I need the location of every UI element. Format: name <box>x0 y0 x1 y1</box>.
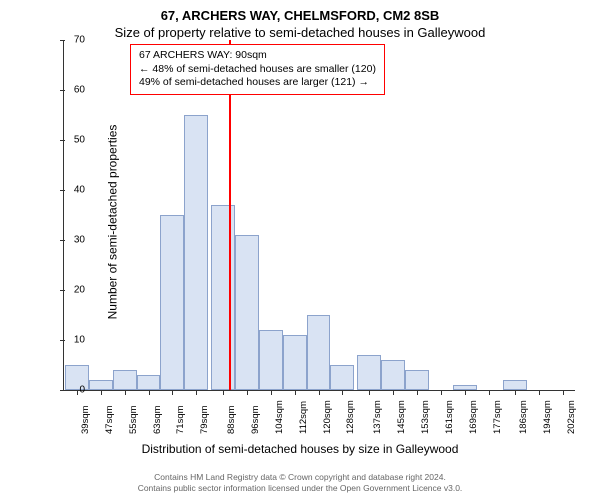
x-tick-label: 153sqm <box>420 400 431 434</box>
footer-line-licence: Contains public sector information licen… <box>0 483 600 494</box>
x-tick-mark <box>417 390 418 395</box>
chart-container: 67, ARCHERS WAY, CHELMSFORD, CM2 8SB Siz… <box>0 0 600 500</box>
y-tick-mark <box>60 240 65 241</box>
y-tick-label: 10 <box>74 335 85 346</box>
histogram-bar <box>307 315 331 390</box>
title-address: 67, ARCHERS WAY, CHELMSFORD, CM2 8SB <box>0 0 600 23</box>
x-tick-mark <box>247 390 248 395</box>
y-tick-mark <box>60 40 65 41</box>
y-tick-label: 70 <box>74 35 85 46</box>
x-tick-label: 63sqm <box>152 405 163 434</box>
x-tick-label: 39sqm <box>80 405 91 434</box>
y-tick-mark <box>60 190 65 191</box>
x-axis <box>65 390 575 391</box>
x-tick-label: 186sqm <box>518 400 529 434</box>
y-tick-mark <box>60 290 65 291</box>
histogram-bar <box>283 335 307 390</box>
x-tick-mark <box>172 390 173 395</box>
histogram-bar <box>235 235 259 390</box>
x-tick-mark <box>369 390 370 395</box>
x-tick-label: 161sqm <box>444 400 455 434</box>
title-description: Size of property relative to semi-detach… <box>0 23 600 40</box>
x-tick-label: 194sqm <box>542 400 553 434</box>
x-tick-mark <box>441 390 442 395</box>
x-tick-mark <box>196 390 197 395</box>
x-tick-label: 145sqm <box>396 400 407 434</box>
y-tick-label: 50 <box>74 135 85 146</box>
x-tick-mark <box>149 390 150 395</box>
x-tick-mark <box>77 390 78 395</box>
x-tick-label: 177sqm <box>492 400 503 434</box>
y-tick-label: 20 <box>74 285 85 296</box>
y-tick-label: 60 <box>74 85 85 96</box>
info-line-property: 67 ARCHERS WAY: 90sqm <box>139 49 376 63</box>
footer-line-copyright: Contains HM Land Registry data © Crown c… <box>0 472 600 483</box>
histogram-bar <box>357 355 381 390</box>
x-tick-label: 79sqm <box>199 405 210 434</box>
y-tick-mark <box>60 140 65 141</box>
y-tick-label: 30 <box>74 235 85 246</box>
x-tick-mark <box>489 390 490 395</box>
x-tick-label: 128sqm <box>345 400 356 434</box>
x-tick-mark <box>271 390 272 395</box>
x-tick-label: 47sqm <box>104 405 115 434</box>
x-tick-label: 88sqm <box>226 405 237 434</box>
x-tick-mark <box>539 390 540 395</box>
x-tick-label: 96sqm <box>250 405 261 434</box>
histogram-bar <box>211 205 235 390</box>
y-tick-mark <box>60 390 65 391</box>
x-tick-mark <box>125 390 126 395</box>
x-tick-mark <box>342 390 343 395</box>
y-axis <box>63 40 65 390</box>
y-tick-label: 40 <box>74 185 85 196</box>
x-tick-label: 55sqm <box>128 405 139 434</box>
x-tick-mark <box>295 390 296 395</box>
footer: Contains HM Land Registry data © Crown c… <box>0 472 600 494</box>
histogram-bar <box>259 330 283 390</box>
x-axis-label: Distribution of semi-detached houses by … <box>0 442 600 456</box>
histogram-bar <box>330 365 354 390</box>
x-tick-label: 137sqm <box>372 400 383 434</box>
histogram-bar <box>405 370 429 390</box>
y-tick-mark <box>60 90 65 91</box>
x-tick-label: 112sqm <box>298 401 309 434</box>
x-tick-mark <box>101 390 102 395</box>
x-tick-label: 71sqm <box>175 405 186 434</box>
histogram-bar <box>137 375 161 390</box>
y-tick-label: 0 <box>79 385 85 396</box>
x-tick-mark <box>563 390 564 395</box>
y-tick-mark <box>60 340 65 341</box>
x-tick-label: 202sqm <box>566 400 577 434</box>
histogram-bar <box>381 360 405 390</box>
info-line-smaller: ← 48% of semi-detached houses are smalle… <box>139 63 376 77</box>
histogram-bar <box>113 370 137 390</box>
histogram-bar <box>503 380 527 390</box>
histogram-bar <box>160 215 184 390</box>
x-tick-label: 104sqm <box>274 400 285 434</box>
info-box: 67 ARCHERS WAY: 90sqm ← 48% of semi-deta… <box>130 44 385 95</box>
info-line-larger: 49% of semi-detached houses are larger (… <box>139 76 376 90</box>
x-tick-label: 169sqm <box>468 400 479 434</box>
x-tick-mark <box>319 390 320 395</box>
x-tick-label: 120sqm <box>322 400 333 434</box>
x-tick-mark <box>223 390 224 395</box>
histogram-bar <box>184 115 208 390</box>
x-tick-mark <box>465 390 466 395</box>
histogram-bar <box>89 380 113 390</box>
x-tick-mark <box>515 390 516 395</box>
x-tick-mark <box>393 390 394 395</box>
